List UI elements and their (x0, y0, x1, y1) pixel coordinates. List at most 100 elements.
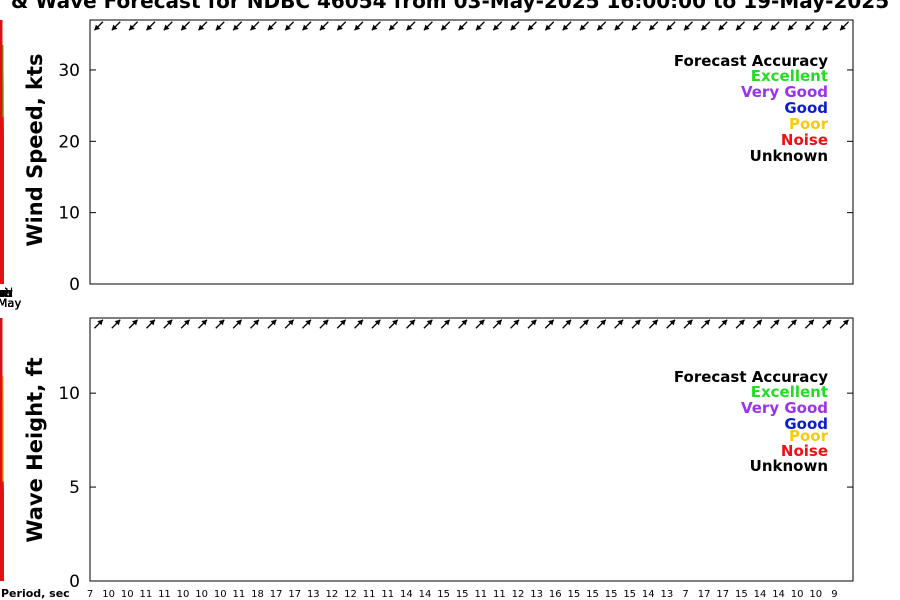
wave-direction-arrow (354, 319, 364, 329)
wind-direction-arrow (232, 21, 243, 31)
wind-direction-arrow (700, 21, 711, 31)
wind-direction-arrow (822, 21, 832, 31)
wave-direction-arrow (562, 319, 572, 329)
wave-direction-arrow (406, 319, 416, 329)
day-label: Thu (0, 286, 11, 300)
wave-ytick-label: 5 (69, 478, 80, 498)
wind-direction-arrow (804, 21, 815, 31)
period-value: 14 (419, 589, 432, 600)
period-value: 17 (270, 589, 283, 600)
wind-direction-arrow (666, 21, 676, 31)
period-value: 15 (605, 589, 618, 600)
wind-direction-arrow (596, 21, 607, 31)
period-value: 14 (400, 589, 413, 600)
wave-direction-arrow (475, 319, 485, 329)
period-value: 13 (530, 589, 543, 600)
day-axis: Sat03-MaySun04-MayMon05-MayTue06-MayWed0… (0, 286, 21, 310)
wind-direction-arrow (371, 21, 381, 31)
wind-direction-arrow (423, 21, 433, 31)
period-value: 12 (344, 589, 357, 600)
wave-height-panel: 0 5 10 (0, 317, 854, 592)
day-label: Wed (0, 286, 13, 300)
wave-direction-arrow (128, 319, 139, 329)
wave-legend: Forecast Accuracy Excellent Very Good Go… (674, 368, 829, 475)
wind-direction-arrow (198, 21, 208, 31)
period-value: 15 (567, 589, 580, 600)
date-label: 03-May (0, 296, 21, 310)
day-label: Sun (0, 286, 11, 300)
wave-legend-good: Good (784, 415, 828, 433)
wind-direction-arrow (440, 21, 451, 31)
period-value: 11 (381, 589, 394, 600)
wave-direction-arrow (250, 319, 260, 329)
day-label: Tue (0, 286, 10, 300)
period-value: 15 (437, 589, 450, 600)
period-value: 16 (549, 589, 562, 600)
wave-plot-frame (89, 317, 854, 582)
wind-direction-arrow (631, 21, 641, 31)
date-label: 19-May (0, 296, 21, 310)
wind-direction-arrow (111, 21, 121, 31)
day-label: Mon (0, 286, 13, 300)
wave-direction-arrow (510, 319, 520, 329)
wind-direction-arrow (648, 21, 659, 31)
wave-direction-arrow (111, 319, 121, 329)
wave-direction-arrow (145, 319, 156, 329)
date-label: 14-May (0, 296, 21, 310)
date-label: 05-May (0, 296, 21, 310)
wind-direction-arrow (388, 21, 399, 31)
wind-direction-arrow (354, 21, 364, 31)
period-value: 13 (307, 589, 320, 600)
period-value: 17 (698, 589, 711, 600)
day-label: Fri (0, 286, 7, 300)
period-value: 11 (363, 589, 376, 600)
period-value: 17 (288, 589, 301, 600)
wave-direction-arrow (666, 319, 676, 329)
period-value: 7 (87, 589, 93, 600)
wind-direction-arrow (718, 21, 728, 31)
date-label: 06-May (0, 296, 21, 310)
wave-direction-arrow (319, 319, 329, 329)
period-value: 18 (251, 589, 264, 600)
wind-ytick-label: 30 (58, 61, 80, 81)
wave-direction-arrow (579, 319, 589, 329)
wind-direction-arrow (527, 21, 537, 31)
period-value: 11 (493, 589, 506, 600)
date-label: 11-May (0, 296, 21, 310)
wind-direction-arrow (787, 21, 798, 31)
wind-legend-excellent: Excellent (751, 67, 828, 85)
wind-ytick-label: 0 (69, 275, 80, 295)
wave-direction-arrow (388, 319, 399, 329)
wave-direction-arrow (683, 319, 693, 329)
wave-direction-arrow (718, 319, 728, 329)
wave-legend-very-good: Very Good (741, 399, 828, 417)
day-label: Fri (0, 286, 7, 300)
wind-legend-noise: Noise (781, 131, 828, 149)
wind-direction-arrow (267, 21, 277, 31)
wind-direction-arrow (284, 21, 295, 31)
day-label: Sat (0, 286, 10, 300)
period-value: 14 (642, 589, 655, 600)
wave-y-axis-label: Wave Height, ft (23, 357, 47, 542)
wave-legend-title: Forecast Accuracy (674, 368, 828, 386)
wind-direction-arrow (614, 21, 624, 31)
wave-direction-arrow (302, 319, 312, 329)
wind-legend-title: Forecast Accuracy (674, 52, 828, 70)
period-value: 12 (512, 589, 525, 600)
wind-legend-unknown: Unknown (750, 147, 828, 165)
period-value: 15 (456, 589, 469, 600)
wind-direction-arrow (458, 21, 468, 31)
wave-ytick-label: 0 (69, 572, 80, 592)
wave-direction-arrow (163, 319, 173, 329)
wave-direction-arrow (752, 319, 763, 329)
date-label: 15-May (0, 296, 21, 310)
wave-direction-arrow (631, 319, 641, 329)
period-value: 10 (177, 589, 190, 600)
wind-direction-arrow (163, 21, 173, 31)
period-value: 11 (139, 589, 152, 600)
wind-direction-arrow (492, 21, 503, 31)
wave-direction-arrow (458, 319, 468, 329)
date-label: 12-May (0, 296, 21, 310)
wave-direction-arrow (423, 319, 433, 329)
period-value: 10 (195, 589, 208, 600)
